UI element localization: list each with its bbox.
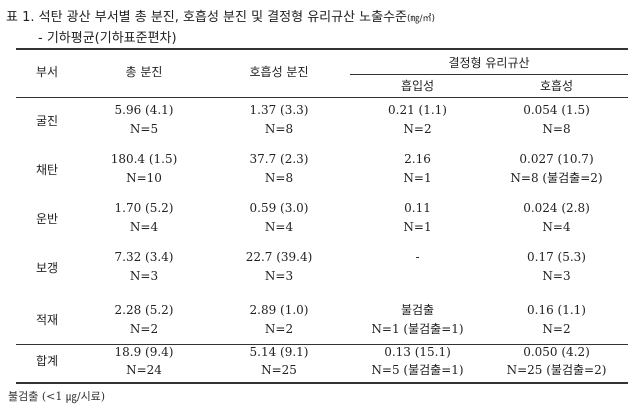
total-n: N=24 [126, 363, 162, 377]
silica-resp-value: 0.024 (2.8) [523, 201, 590, 215]
silica-resp-n: N=8 [542, 122, 571, 136]
resp-n: N=4 [264, 220, 294, 234]
inh-n: N=1 [403, 171, 432, 185]
inh-value: 0.13 (15.1) [384, 345, 451, 359]
row-resp: 37.7 (2.3) N=8 [210, 152, 348, 186]
row-dept: 적재 [35, 313, 59, 327]
total-value: 5.96 (4.1) [114, 103, 174, 117]
table-title: 표 1. 석탄 광산 부서별 총 분진, 호흡성 분진 및 결정형 유리규산 노… [6, 6, 435, 25]
header-resp-dust: 호흡성 분진 [249, 65, 309, 79]
row-inh: 불검출 N=1 (불검출=1) [350, 303, 485, 337]
inh-value: 2.16 [404, 152, 431, 166]
header-dept: 부서 [35, 65, 59, 79]
total-separator [16, 344, 628, 345]
row-silica-resp: 0.024 (2.8) N=4 [485, 201, 628, 235]
inh-n: N=1 [403, 220, 432, 234]
row-total: 1.70 (5.2) N=4 [78, 201, 210, 235]
resp-value: 37.7 (2.3) [249, 152, 309, 166]
header-total-dust: 총 분진 [125, 65, 163, 79]
total-value: 2.28 (5.2) [114, 303, 174, 317]
silica-resp-value: 0.027 (10.7) [519, 152, 594, 166]
silica-resp-n: N=8 (불검출=2) [510, 171, 603, 185]
header-respirable: 호흡성 [539, 79, 574, 93]
resp-n: N=8 [264, 171, 294, 185]
inh-n: N=1 (불검출=1) [371, 322, 464, 336]
bottom-rule [16, 382, 628, 384]
silica-resp-value: 0.050 (4.2) [523, 345, 590, 359]
resp-value: 5.14 (9.1) [249, 345, 309, 359]
row-dept: 보갱 [35, 261, 59, 275]
total-row-dept: 합계 [35, 354, 59, 368]
silica-resp-n: N=2 [542, 322, 571, 336]
total-value: 7.32 (3.4) [114, 250, 174, 264]
inh-value: 0.11 [404, 201, 431, 215]
silica-resp-n: N=4 [542, 220, 571, 234]
silica-resp-value: 0.054 (1.5) [523, 103, 590, 117]
row-resp: 0.59 (3.0) N=4 [210, 201, 348, 235]
resp-value: 22.7 (39.4) [245, 250, 313, 264]
total-n: N=3 [129, 269, 159, 283]
resp-value: 1.37 (3.3) [249, 103, 309, 117]
resp-n: N=2 [264, 322, 294, 336]
inh-n: N=5 (불검출=1) [371, 363, 464, 377]
total-row-inh: 0.13 (15.1) N=5 (불검출=1) [350, 345, 485, 378]
row-silica-resp: 0.027 (10.7) N=8 (불검출=2) [485, 152, 628, 186]
top-rule [16, 48, 628, 50]
silica-resp-n: N=3 [542, 269, 571, 283]
row-dept: 굴진 [35, 114, 59, 128]
row-silica-resp: 0.054 (1.5) N=8 [485, 103, 628, 137]
inh-n: N=2 [403, 122, 432, 136]
header-inhalable: 흡입성 [400, 79, 435, 93]
total-n: N=4 [129, 220, 159, 234]
table-title-text: 표 1. 석탄 광산 부서별 총 분진, 호흡성 분진 및 결정형 유리규산 노… [6, 10, 408, 25]
row-silica-resp: 0.17 (5.3) N=3 [485, 250, 628, 284]
resp-value: 2.89 (1.0) [249, 303, 309, 317]
total-value: 180.4 (1.5) [110, 152, 178, 166]
row-total: 180.4 (1.5) N=10 [78, 152, 210, 186]
row-dept: 운반 [35, 212, 59, 226]
row-resp: 22.7 (39.4) N=3 [210, 250, 348, 284]
total-n: N=10 [126, 171, 162, 185]
total-value: 18.9 (9.4) [114, 345, 174, 359]
row-inh: - [350, 250, 485, 269]
table-footnote: 불검출 (<1 ㎍/시료) [8, 390, 106, 403]
header-silica-group: 결정형 유리규산 [448, 56, 530, 70]
table-title-unit: (㎎/㎥) [407, 14, 436, 24]
table-subtitle: - 기하평균(기하표준편차) [38, 31, 177, 46]
resp-n: N=8 [264, 122, 294, 136]
silica-resp-value: 0.16 (1.1) [527, 303, 586, 317]
total-row-silica-resp: 0.050 (4.2) N=25 (불검출=2) [485, 345, 628, 378]
total-value: 1.70 (5.2) [114, 201, 174, 215]
row-silica-resp: 0.16 (1.1) N=2 [485, 303, 628, 337]
row-inh: 0.21 (1.1) N=2 [350, 103, 485, 137]
total-row-resp: 5.14 (9.1) N=25 [210, 345, 348, 378]
total-n: N=5 [129, 122, 159, 136]
header-rule [16, 97, 628, 98]
silica-resp-value: 0.17 (5.3) [527, 250, 586, 264]
row-total: 2.28 (5.2) N=2 [78, 303, 210, 337]
total-n: N=2 [129, 322, 159, 336]
resp-value: 0.59 (3.0) [249, 201, 309, 215]
row-resp: 1.37 (3.3) N=8 [210, 103, 348, 137]
row-dept: 채탄 [35, 163, 59, 177]
inh-value: 0.21 (1.1) [388, 103, 447, 117]
total-row-total: 18.9 (9.4) N=24 [78, 345, 210, 378]
resp-n: N=3 [264, 269, 294, 283]
row-inh: 2.16 N=1 [350, 152, 485, 186]
inh-value: - [415, 250, 420, 264]
row-resp: 2.89 (1.0) N=2 [210, 303, 348, 337]
row-inh: 0.11 N=1 [350, 201, 485, 235]
group-underline [350, 74, 628, 75]
row-total: 7.32 (3.4) N=3 [78, 250, 210, 284]
resp-n: N=25 [261, 363, 297, 377]
silica-resp-n: N=25 (불검출=2) [506, 363, 607, 377]
row-total: 5.96 (4.1) N=5 [78, 103, 210, 137]
inh-value: 불검출 [400, 303, 435, 317]
